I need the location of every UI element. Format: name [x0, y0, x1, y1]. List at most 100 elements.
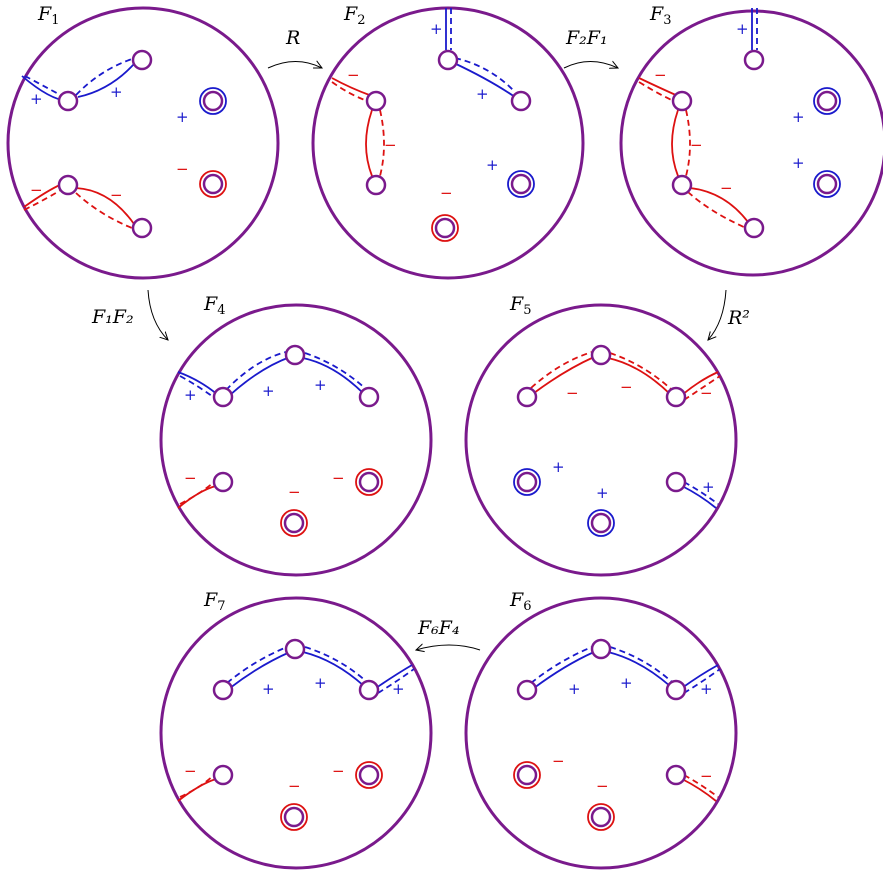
arc-pos-dashed — [609, 646, 673, 683]
arc-pos — [77, 63, 135, 98]
arc-pos-dashed — [377, 668, 415, 694]
boundary-ring-neg — [199, 170, 227, 198]
puncture — [212, 386, 234, 408]
arc-pos — [302, 651, 365, 687]
arc-neg — [607, 357, 671, 395]
sign-plus: + — [262, 680, 275, 698]
puncture — [358, 679, 380, 701]
panel-f3: F3 + + + − − − — [619, 3, 883, 277]
sign-minus: − — [700, 384, 713, 402]
sign-plus: + — [620, 674, 633, 692]
arc-pos-dashed — [304, 646, 368, 683]
puncture — [671, 90, 693, 112]
arrow-line — [708, 289, 727, 340]
arrow-f1f2: F₁F₂ — [91, 289, 168, 340]
disk — [6, 6, 280, 280]
arc-neg — [177, 485, 217, 509]
panel-label-f3: F3 — [649, 3, 671, 28]
sign-minus: − — [700, 767, 713, 785]
panel-f4: F4 + + + − − − — [159, 293, 433, 577]
disk — [619, 9, 883, 277]
sign-minus: − — [566, 384, 579, 402]
sign-plus: + — [596, 484, 609, 502]
sign-plus: + — [176, 108, 189, 126]
sign-minus: − — [288, 483, 301, 501]
arc-pos-dashed — [683, 481, 719, 505]
arc-pos-dashed — [225, 351, 287, 391]
puncture — [131, 217, 153, 239]
arrow-line — [267, 62, 322, 69]
arrow-r: R — [267, 27, 322, 69]
arc-neg-dashed — [179, 481, 215, 505]
boundary-ring-neg — [355, 468, 383, 496]
sign-plus: + — [262, 382, 275, 400]
sign-minus: − — [332, 762, 345, 780]
sign-minus: − — [654, 66, 667, 84]
sign-plus: + — [392, 680, 405, 698]
puncture — [202, 90, 224, 112]
arrow-f6f4: F₆F₄ — [416, 617, 481, 650]
sign-plus: + — [792, 154, 805, 172]
arrow-line — [147, 289, 168, 340]
arc-pos — [453, 62, 516, 98]
sign-minus: − — [184, 469, 197, 487]
disk — [159, 596, 433, 870]
arrow-f2f1: F₂F₁ — [563, 27, 618, 69]
puncture — [671, 174, 693, 196]
arc-pos — [302, 357, 365, 395]
arc-neg — [671, 109, 679, 177]
arc-neg-dashed — [638, 81, 677, 103]
panel-label-f7: F7 — [203, 589, 225, 614]
boundary-ring-pos — [507, 170, 535, 198]
puncture — [516, 764, 538, 786]
disk — [311, 6, 585, 280]
puncture — [743, 217, 765, 239]
puncture — [365, 90, 387, 112]
arc-pos-dashed — [75, 58, 133, 96]
arc-pos — [229, 651, 291, 689]
panel-label-f4: F4 — [203, 293, 225, 318]
arc-pos — [607, 651, 671, 687]
sign-minus: − — [384, 136, 397, 154]
puncture — [212, 764, 234, 786]
sign-minus: − — [620, 378, 633, 396]
sign-plus: + — [486, 156, 499, 174]
sign-minus: − — [30, 181, 43, 199]
puncture — [590, 512, 612, 534]
puncture — [665, 386, 687, 408]
arc-pos — [681, 485, 717, 509]
puncture — [590, 344, 612, 366]
arc-neg-dashed — [75, 192, 133, 229]
puncture — [516, 679, 538, 701]
puncture — [131, 49, 153, 71]
arrow-label-r2: R² — [727, 307, 750, 329]
arc-neg — [365, 109, 373, 177]
puncture — [283, 806, 305, 828]
sign-plus: + — [568, 680, 581, 698]
arc-neg-dashed — [530, 351, 593, 389]
arc-neg — [689, 187, 749, 223]
sign-minus: − — [288, 777, 301, 795]
puncture — [665, 471, 687, 493]
sign-plus: + — [736, 20, 749, 38]
boundary-ring-pos — [513, 468, 541, 496]
arc-neg-dashed — [331, 81, 371, 103]
sign-plus: + — [110, 83, 123, 101]
sign-minus: − — [440, 184, 453, 202]
puncture — [590, 638, 612, 660]
arc-neg-dashed — [687, 191, 747, 229]
arc-pos-dashed — [304, 352, 368, 391]
puncture — [510, 90, 532, 112]
puncture — [434, 217, 456, 239]
arrow-line — [416, 645, 481, 650]
arrow-label-f6f4: F₆F₄ — [417, 617, 460, 639]
arc-pos-dashed — [179, 375, 217, 400]
sign-minus: − — [690, 136, 703, 154]
boundary-ring-pos — [813, 87, 841, 115]
arc-neg — [533, 356, 595, 394]
puncture — [816, 173, 838, 195]
arrow-line — [563, 62, 618, 69]
boundary-ring-pos — [199, 87, 227, 115]
puncture — [665, 764, 687, 786]
